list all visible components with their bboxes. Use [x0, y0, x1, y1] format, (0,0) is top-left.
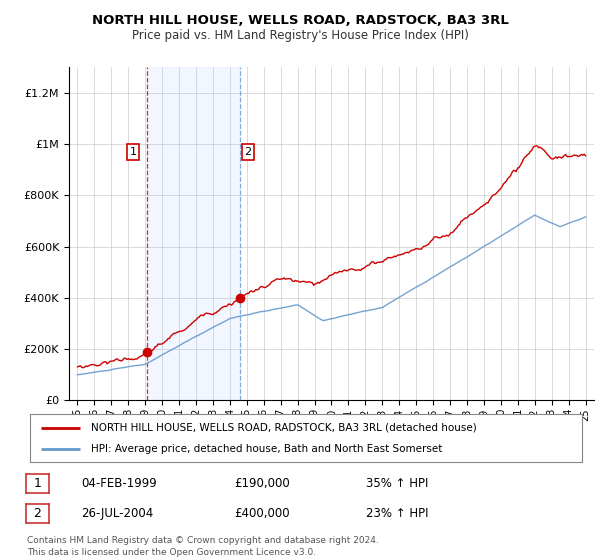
Text: Price paid vs. HM Land Registry's House Price Index (HPI): Price paid vs. HM Land Registry's House … [131, 29, 469, 42]
Text: 35% ↑ HPI: 35% ↑ HPI [366, 477, 428, 490]
Text: 2: 2 [33, 507, 41, 520]
Text: NORTH HILL HOUSE, WELLS ROAD, RADSTOCK, BA3 3RL: NORTH HILL HOUSE, WELLS ROAD, RADSTOCK, … [92, 14, 508, 27]
Text: NORTH HILL HOUSE, WELLS ROAD, RADSTOCK, BA3 3RL (detached house): NORTH HILL HOUSE, WELLS ROAD, RADSTOCK, … [91, 423, 476, 433]
Text: £400,000: £400,000 [234, 507, 290, 520]
Text: HPI: Average price, detached house, Bath and North East Somerset: HPI: Average price, detached house, Bath… [91, 444, 442, 454]
Text: 26-JUL-2004: 26-JUL-2004 [81, 507, 153, 520]
Text: 2: 2 [244, 147, 251, 157]
Text: Contains HM Land Registry data © Crown copyright and database right 2024.
This d: Contains HM Land Registry data © Crown c… [27, 536, 379, 557]
Text: 1: 1 [33, 477, 41, 490]
Text: 23% ↑ HPI: 23% ↑ HPI [366, 507, 428, 520]
Text: 04-FEB-1999: 04-FEB-1999 [81, 477, 157, 490]
Bar [147, 67, 239, 400]
Text: £190,000: £190,000 [234, 477, 290, 490]
Text: 1: 1 [130, 147, 137, 157]
